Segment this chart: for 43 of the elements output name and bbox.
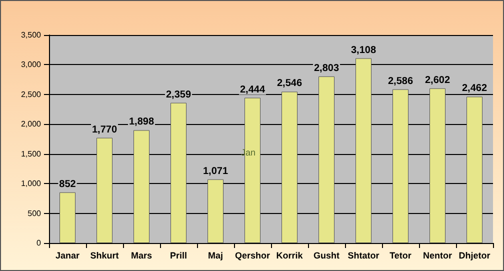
data-label: 2,803 [314, 62, 340, 74]
bar [466, 96, 482, 243]
bar [356, 58, 372, 243]
bar [170, 102, 186, 243]
bar [60, 192, 76, 243]
bar [282, 92, 298, 243]
data-label: 2,546 [276, 78, 302, 90]
y-tick-label: 500 [28, 208, 42, 218]
x-tick-label: Tetor [390, 250, 412, 260]
data-label: 2,586 [388, 76, 414, 87]
bar [208, 179, 224, 243]
bar [392, 89, 408, 243]
x-tick-label: Gusht [314, 250, 340, 260]
data-label: 852 [59, 178, 76, 190]
data-label: 2,602 [424, 74, 450, 86]
data-label: 2,444 [240, 84, 266, 96]
bar [318, 76, 334, 243]
x-tick-label: Shtator [348, 250, 380, 260]
data-label: 1,071 [202, 166, 228, 177]
y-tick-label: 2,500 [20, 90, 42, 99]
x-tick-label: Maj [208, 250, 224, 260]
x-tick-label: Nentor [423, 250, 452, 260]
x-tick-label: Prill [170, 250, 188, 260]
x-tick-label: Korrik [276, 250, 304, 260]
data-label: 2,359 [166, 89, 192, 100]
y-tick-label: 2,000 [20, 120, 42, 129]
y-tick-label: 0 [36, 238, 42, 248]
data-label: 1,770 [92, 124, 118, 136]
data-label: 2,462 [462, 83, 488, 94]
x-tick-label: Janar [55, 250, 80, 260]
y-tick-label: 1,500 [20, 149, 42, 158]
x-tick-label: Dhjetor [458, 250, 491, 260]
bar [430, 88, 446, 243]
y-tick-label: 3,000 [20, 60, 42, 70]
x-tick-label: Qershor [234, 250, 270, 260]
data-label: 3,108 [350, 44, 376, 56]
data-label: 1,898 [128, 116, 154, 128]
x-tick-label: Shkurt [90, 250, 119, 260]
y-tick-label: 3,500 [20, 30, 42, 40]
bar [96, 138, 112, 243]
y-tick-label: 1,000 [20, 179, 42, 188]
x-tick-label: Mars [130, 250, 152, 260]
bar [134, 130, 150, 243]
